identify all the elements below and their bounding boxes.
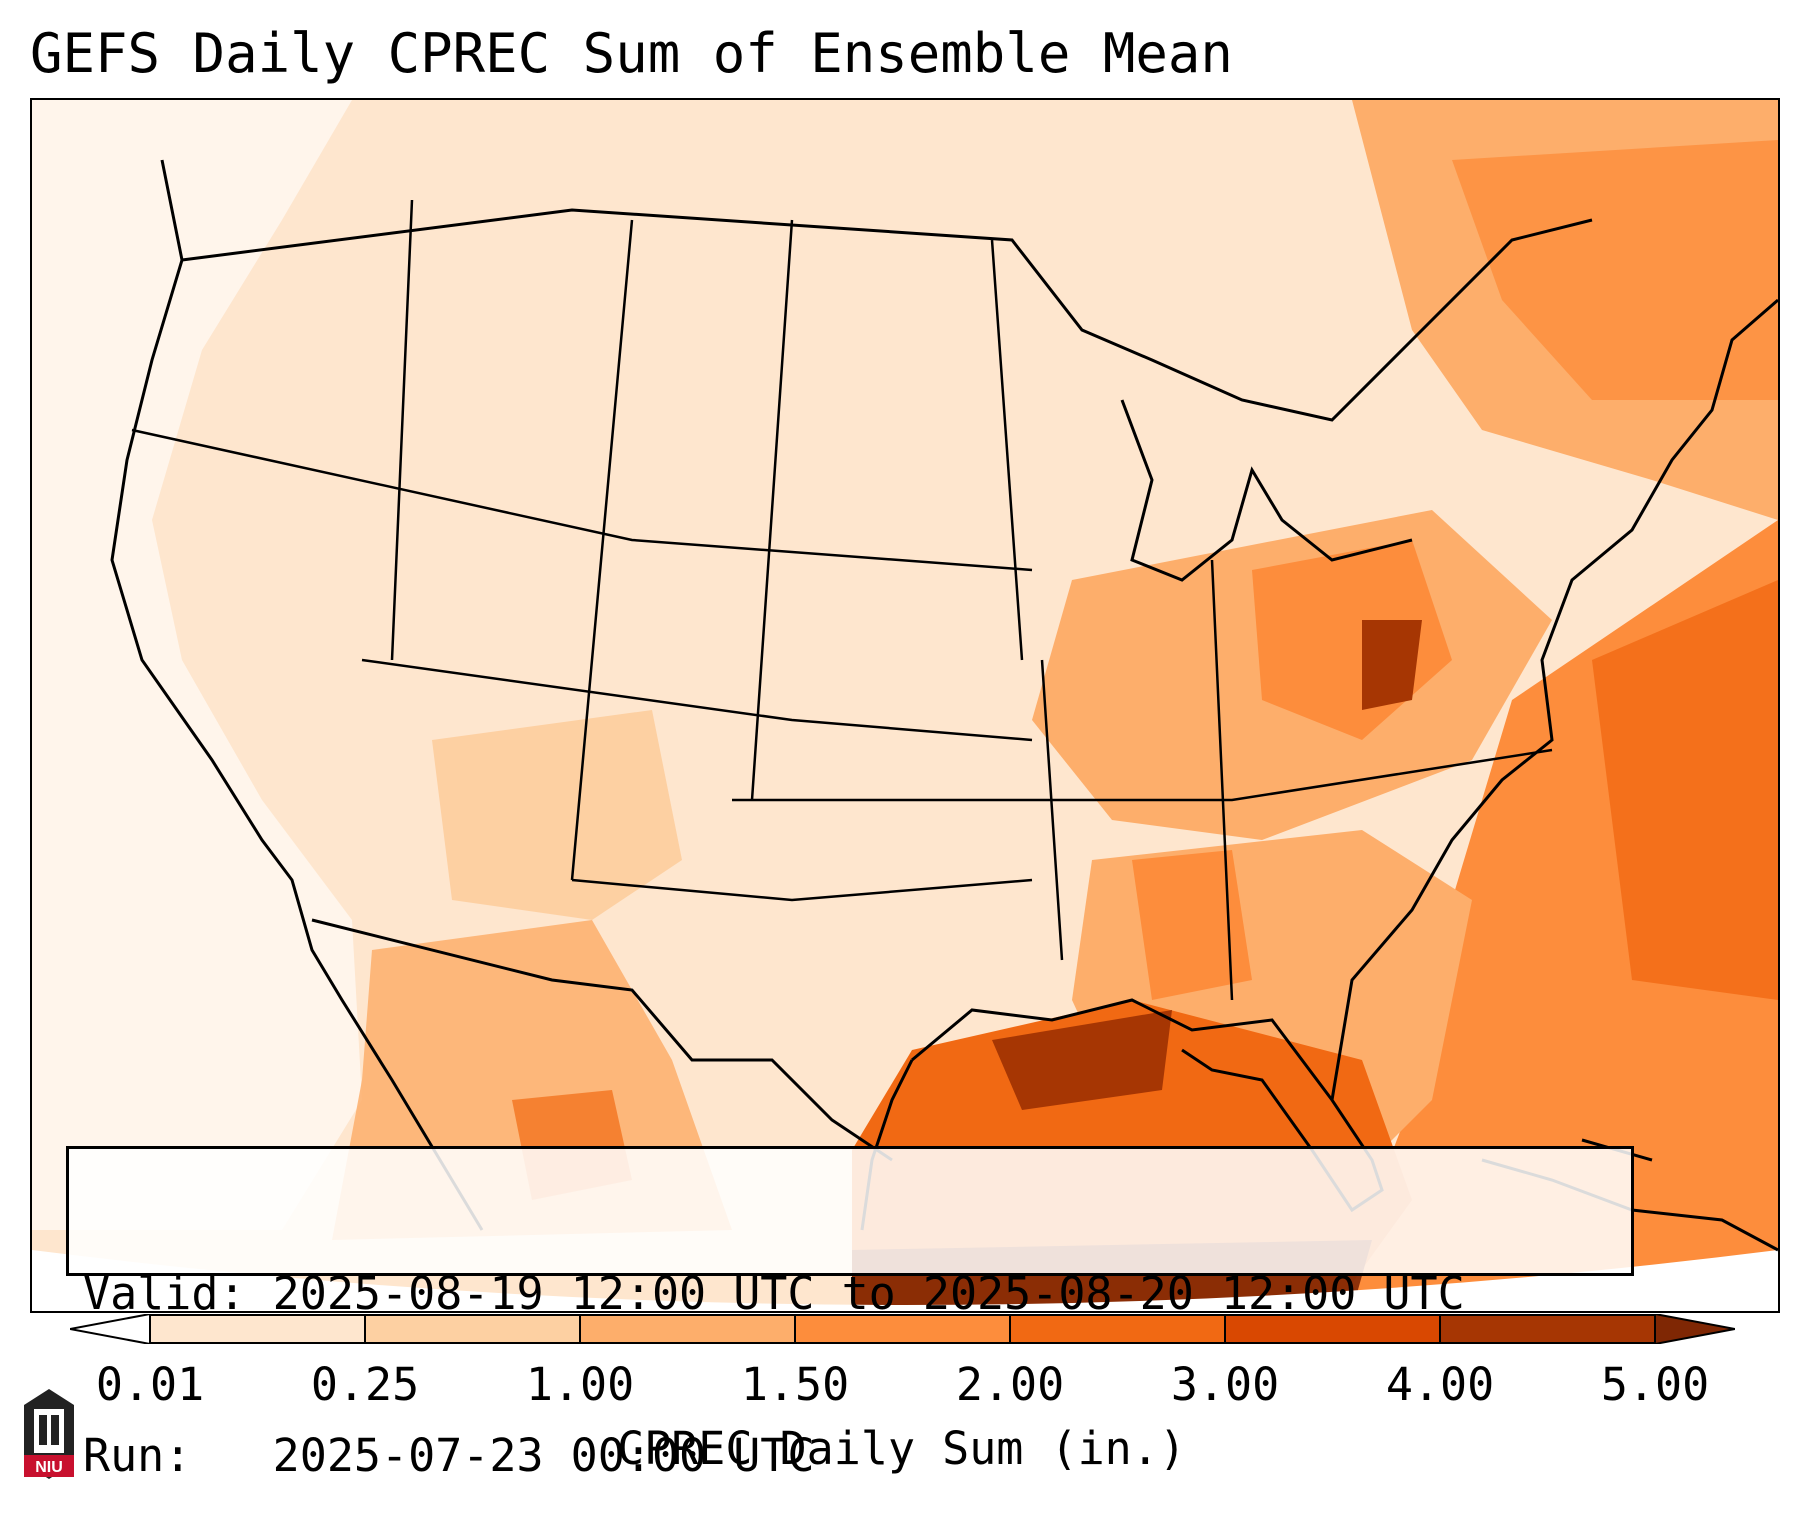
logo-window [34, 1409, 64, 1453]
precip-field-gulf-max [992, 1010, 1172, 1110]
colorbar-segment [1225, 1314, 1441, 1344]
colorbar [70, 1314, 1735, 1344]
precip-field-atlantic-core [1592, 580, 1778, 1000]
map-title: GEFS Daily CPREC Sum of Ensemble Mean [30, 22, 1233, 85]
valid-time-box: Valid: 2025-08-19 12:00 UTC to 2025-08-2… [66, 1146, 1634, 1482]
precip-field-pacific-dry [32, 100, 362, 1230]
niu-logo: NIU [24, 1389, 74, 1479]
colorbar-segment [150, 1314, 366, 1344]
projection-edge [32, 1250, 1778, 1311]
colorbar-segment [365, 1314, 581, 1344]
logo-text: NIU [35, 1459, 63, 1476]
logo-pillar-left [39, 1415, 47, 1445]
colorbar-under-extension [70, 1314, 151, 1344]
logo-shield [24, 1455, 74, 1477]
great-lakes [1120, 399, 1413, 582]
colorbar-segment [1010, 1314, 1226, 1344]
valid-time-text: Valid: 2025-08-19 12:00 UTC to 2025-08-2… [83, 1267, 1465, 1320]
colorbar-over-extension [1654, 1314, 1735, 1344]
colorbar-tick-label: 0.25 [310, 1358, 420, 1411]
colorbar-tick-label: 3.00 [1170, 1358, 1280, 1411]
east-coastline [1330, 298, 1778, 1101]
colorbar-tick-label: 0.01 [95, 1358, 205, 1411]
colorbar-segment [1440, 1314, 1656, 1344]
colorbar-tick-label: 1.00 [525, 1358, 635, 1411]
colorbar-tick-label: 5.00 [1600, 1358, 1710, 1411]
precip-field-alabama [1132, 850, 1252, 1000]
precip-field-quebec [1452, 140, 1778, 400]
gulf-coastline [911, 998, 1384, 1213]
precip-field-wv-max [1362, 620, 1422, 710]
logo-pillar-right [51, 1415, 59, 1445]
colorbar-tick-label: 1.50 [740, 1358, 850, 1411]
west-coastline [110, 159, 484, 1231]
us-mexico-border [311, 918, 893, 1162]
colorbar-segment [795, 1314, 1011, 1344]
map-panel [30, 98, 1780, 1313]
state-borders-horizontal [131, 428, 1553, 902]
colorbar-segment [580, 1314, 796, 1344]
colorbar-label: CPREC Daily Sum (in.) [617, 1422, 1186, 1475]
colorbar-tick-label: 2.00 [955, 1358, 1065, 1411]
colorbar-tick-label: 4.00 [1385, 1358, 1495, 1411]
precip-field-southwest [432, 710, 682, 920]
state-borders-vertical [390, 199, 1234, 1001]
precip-map [32, 100, 1778, 1311]
run-time-text: Run: 2025-07-23 00:00 UTC [83, 1429, 815, 1482]
